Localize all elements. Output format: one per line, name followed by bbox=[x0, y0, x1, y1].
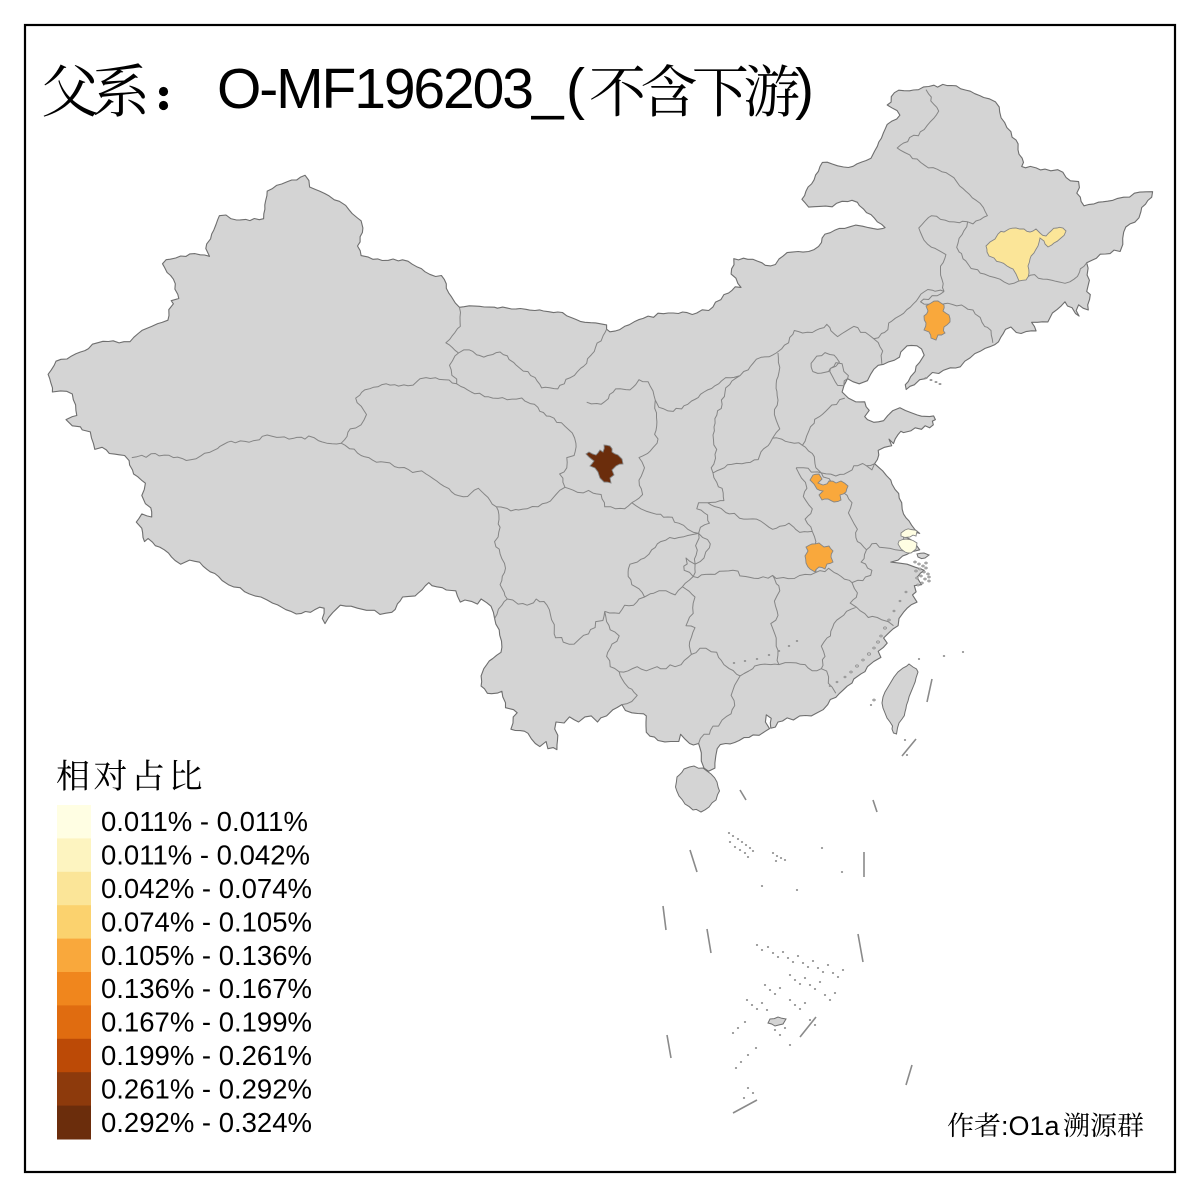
svg-text:0.167% - 0.199%: 0.167% - 0.199% bbox=[101, 1007, 312, 1038]
svg-text:0.136% - 0.167%: 0.136% - 0.167% bbox=[101, 973, 312, 1004]
svg-text:0.011% - 0.011%: 0.011% - 0.011% bbox=[101, 806, 308, 837]
svg-text::O1a: :O1a bbox=[1001, 1111, 1061, 1141]
svg-text:0.042% - 0.074%: 0.042% - 0.074% bbox=[101, 873, 312, 904]
svg-text:0.199% - 0.261%: 0.199% - 0.261% bbox=[101, 1040, 312, 1071]
svg-text:0.011% - 0.042%: 0.011% - 0.042% bbox=[101, 840, 310, 871]
svg-text:0.292% - 0.324%: 0.292% - 0.324% bbox=[101, 1107, 312, 1138]
svg-text:0.105% - 0.136%: 0.105% - 0.136% bbox=[101, 940, 312, 971]
svg-text:(: ( bbox=[566, 57, 585, 121]
svg-text:0.261% - 0.292%: 0.261% - 0.292% bbox=[101, 1073, 312, 1104]
svg-text:0.074% - 0.105%: 0.074% - 0.105% bbox=[101, 906, 312, 937]
svg-text:O-MF196203_: O-MF196203_ bbox=[217, 57, 565, 121]
svg-text:): ) bbox=[795, 57, 814, 121]
